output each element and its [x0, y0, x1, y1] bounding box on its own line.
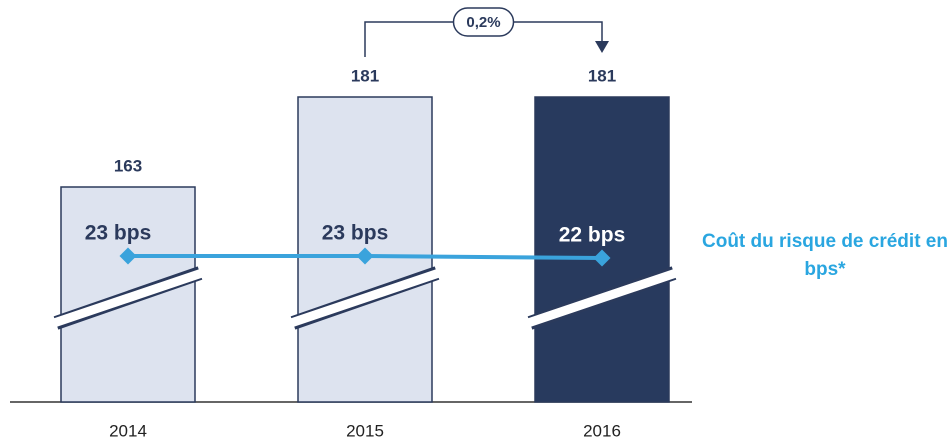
axis-break — [289, 268, 441, 328]
line-marker — [119, 247, 137, 265]
x-tick-label: 2015 — [346, 421, 384, 440]
bar-value-label: 181 — [351, 66, 379, 85]
axis-break — [526, 268, 678, 328]
axis-break — [52, 268, 204, 328]
annotation: 0,2% — [466, 14, 500, 31]
line-value-label: 23 bps — [85, 222, 152, 245]
x-tick-label: 2014 — [109, 421, 147, 440]
arrow-head — [595, 41, 609, 53]
bar-value-label: 181 — [588, 66, 616, 85]
annotation-box — [452, 7, 515, 37]
line-legend: Coût du risque de crédit en bps* — [702, 231, 948, 280]
bar — [534, 96, 670, 403]
line-marker — [356, 247, 374, 265]
x-tick-label: 2016 — [583, 421, 621, 440]
line-value-label: 22 bps — [559, 224, 626, 247]
line-marker — [593, 249, 611, 267]
bar-value-label: 163 — [114, 156, 142, 175]
line-value-label: 23 bps — [322, 222, 389, 245]
